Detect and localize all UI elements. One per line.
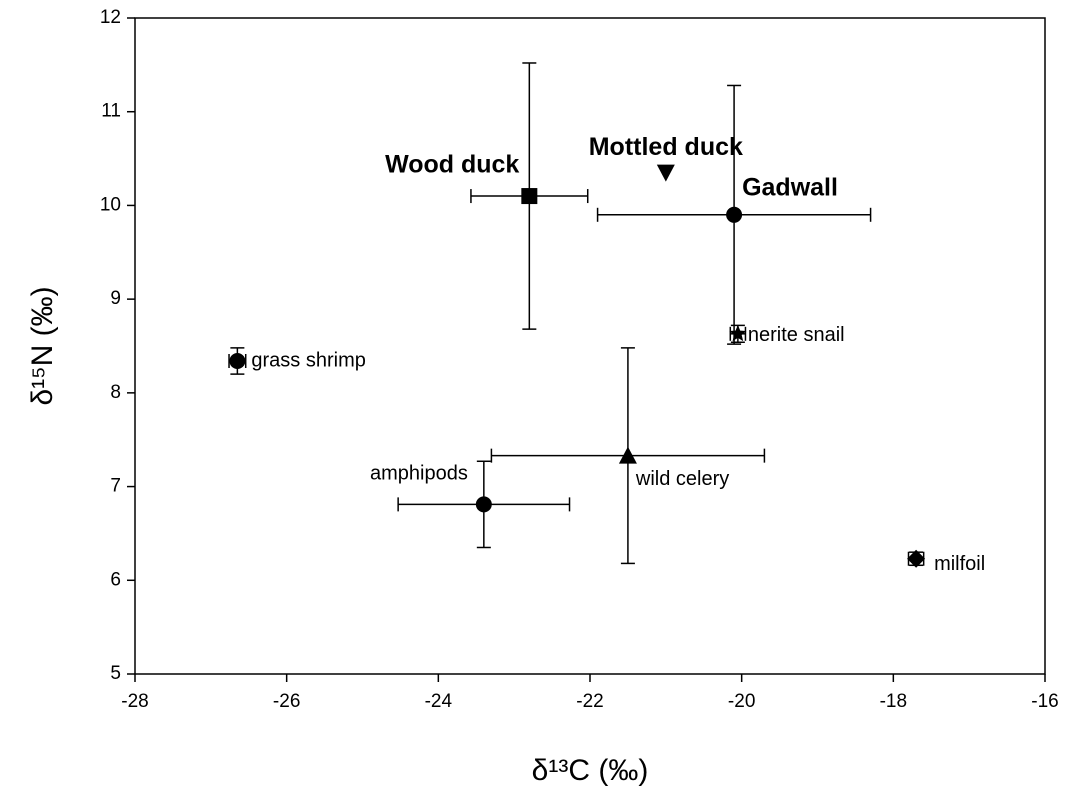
y-tick-label: 9 (110, 288, 121, 309)
marker (729, 324, 747, 342)
point-label: grass shrimp (251, 349, 365, 371)
point-label: milfoil (934, 553, 985, 575)
x-tick-label: -22 (576, 691, 603, 712)
x-tick-label: -26 (273, 691, 300, 712)
x-axis-title: δ¹³C (‰) (532, 754, 649, 787)
y-tick-label: 8 (110, 382, 121, 403)
x-tick-label: -16 (1031, 691, 1058, 712)
point-label: wild celery (635, 468, 729, 490)
y-tick-label: 10 (100, 194, 121, 215)
marker (656, 164, 675, 182)
y-tick-label: 5 (110, 663, 121, 684)
y-tick-label: 6 (110, 569, 121, 590)
y-tick-label: 11 (101, 101, 121, 122)
y-tick-label: 12 (100, 7, 121, 28)
point-label: Mottled duck (589, 133, 743, 161)
y-tick-label: 7 (110, 476, 121, 497)
plot-frame (134, 17, 1046, 675)
point-label: nerite snail (748, 324, 845, 346)
x-tick-label: -18 (880, 691, 907, 712)
marker (726, 206, 743, 223)
marker (475, 496, 492, 513)
point-label: amphipods (370, 463, 468, 485)
marker (618, 446, 637, 464)
point-label: Wood duck (385, 151, 519, 179)
marker (521, 188, 538, 205)
y-axis-title: δ¹⁵N (‰) (26, 286, 59, 405)
x-tick-label: -20 (728, 691, 755, 712)
point-label: Gadwall (742, 173, 838, 201)
marker (907, 549, 926, 568)
x-tick-label: -28 (121, 691, 148, 712)
marker (229, 352, 246, 369)
x-tick-label: -24 (425, 691, 453, 712)
